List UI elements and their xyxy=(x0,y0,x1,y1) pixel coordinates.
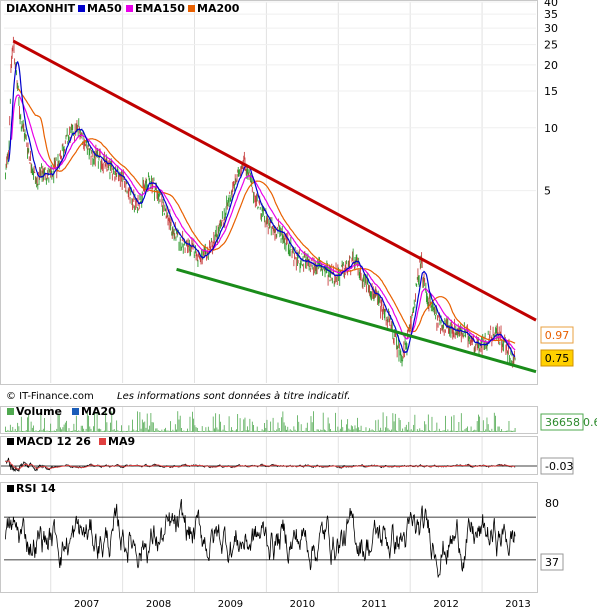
legend-swatch-macd xyxy=(7,438,14,445)
legend-swatch-rsi xyxy=(7,485,14,492)
ticker-label: DIAXONHIT xyxy=(6,2,76,15)
volume-value-overflow: 0.6 xyxy=(583,416,597,429)
volume-bars xyxy=(5,411,516,432)
legend-label-ema150: EMA150 xyxy=(135,2,185,15)
price-y-tick-label: 25 xyxy=(544,39,558,52)
rsi-panel: RSI 14 80 37 xyxy=(0,482,564,593)
macd-signal-line xyxy=(5,460,516,470)
price-y-tick-label: 5 xyxy=(544,185,551,198)
macd-value-frame xyxy=(540,457,574,475)
legend-label-ma50: MA50 xyxy=(87,2,122,15)
price-y-tick-label: 20 xyxy=(544,59,558,72)
x-tick-label: 2010 xyxy=(290,599,315,610)
rsi-panel-frame xyxy=(0,482,538,593)
legend-swatch-volume xyxy=(7,408,14,415)
x-tick-label: 2012 xyxy=(433,599,458,610)
price-grid xyxy=(4,1,536,383)
price-legend: DIAXONHIT MA50 EMA150 MA200 xyxy=(6,2,240,15)
legend-swatch-ma9 xyxy=(99,438,106,445)
legend-label-macd: MACD 12 26 xyxy=(16,435,91,448)
x-tick-label: 2011 xyxy=(362,599,387,610)
credit-text: © IT-Finance.com xyxy=(6,391,94,402)
price-lines xyxy=(7,60,516,358)
ema150-value-frame xyxy=(540,326,574,344)
volume-value-frame xyxy=(540,413,584,431)
price-panel-frame xyxy=(0,0,538,385)
rsi-tick-80: 80 xyxy=(545,497,559,510)
trendlines xyxy=(12,39,537,374)
price-footer: © IT-Finance.com Les informations sont d… xyxy=(6,390,350,402)
x-tick-label: 2008 xyxy=(146,599,171,610)
x-tick-label: 2013 xyxy=(505,599,530,610)
legend-swatch-ema150 xyxy=(126,5,133,12)
legend-swatch-ma20 xyxy=(72,408,79,415)
close-value-frame xyxy=(540,349,574,367)
macd-lines xyxy=(5,457,516,472)
price-y-tick-label: 40 xyxy=(544,0,558,9)
macd-grid xyxy=(50,437,483,474)
legend-label-volume: Volume xyxy=(16,405,62,418)
close-last-value: 0.75 xyxy=(545,352,570,365)
legend-label-ma200: MA200 xyxy=(197,2,240,15)
resistance-trendline xyxy=(12,39,537,322)
volume-panel: Volume MA20 36658 0.6 xyxy=(0,405,597,434)
volume-last-value: 36658 xyxy=(545,416,580,429)
ema150-last-value-box: 0.97 xyxy=(540,326,574,344)
legend-label-ma20: MA20 xyxy=(81,405,116,418)
macd-last-value: -0.03 xyxy=(545,460,573,473)
macd-panel-frame xyxy=(0,436,538,475)
legend-label-ma9: MA9 xyxy=(108,435,135,448)
legend-swatch-ma50 xyxy=(78,5,85,12)
support-trendline xyxy=(176,267,537,374)
rsi-last-value: 37 xyxy=(545,556,559,569)
legend-swatch-ma200 xyxy=(188,5,195,12)
price-y-tick-label: 30 xyxy=(544,22,558,35)
price-y-tick-label: 35 xyxy=(544,8,558,21)
price-y-tick-label: 10 xyxy=(544,122,558,135)
rsi-levels xyxy=(4,516,536,561)
ma200-line xyxy=(17,88,516,344)
rsi-series-line xyxy=(5,499,516,578)
ema150-last-value: 0.97 xyxy=(545,329,570,342)
macd-panel: MACD 12 26 MA9 -0.03 xyxy=(0,435,574,475)
rsi-value-frame xyxy=(540,553,564,571)
rsi-line xyxy=(5,499,516,578)
close-last-value-box: 0.75 xyxy=(540,349,574,367)
disclaimer-text: Les informations sont données à titre in… xyxy=(117,390,350,402)
legend-label-rsi: RSI 14 xyxy=(16,482,56,495)
x-tick-label: 2009 xyxy=(218,599,243,610)
price-y-tick-label: 15 xyxy=(544,85,558,98)
x-tick-label: 2007 xyxy=(74,599,99,610)
ma50-line xyxy=(7,60,516,358)
x-axis: 2007 2008 2009 2010 2011 2012 2013 xyxy=(74,599,531,610)
macd-line xyxy=(5,457,516,472)
